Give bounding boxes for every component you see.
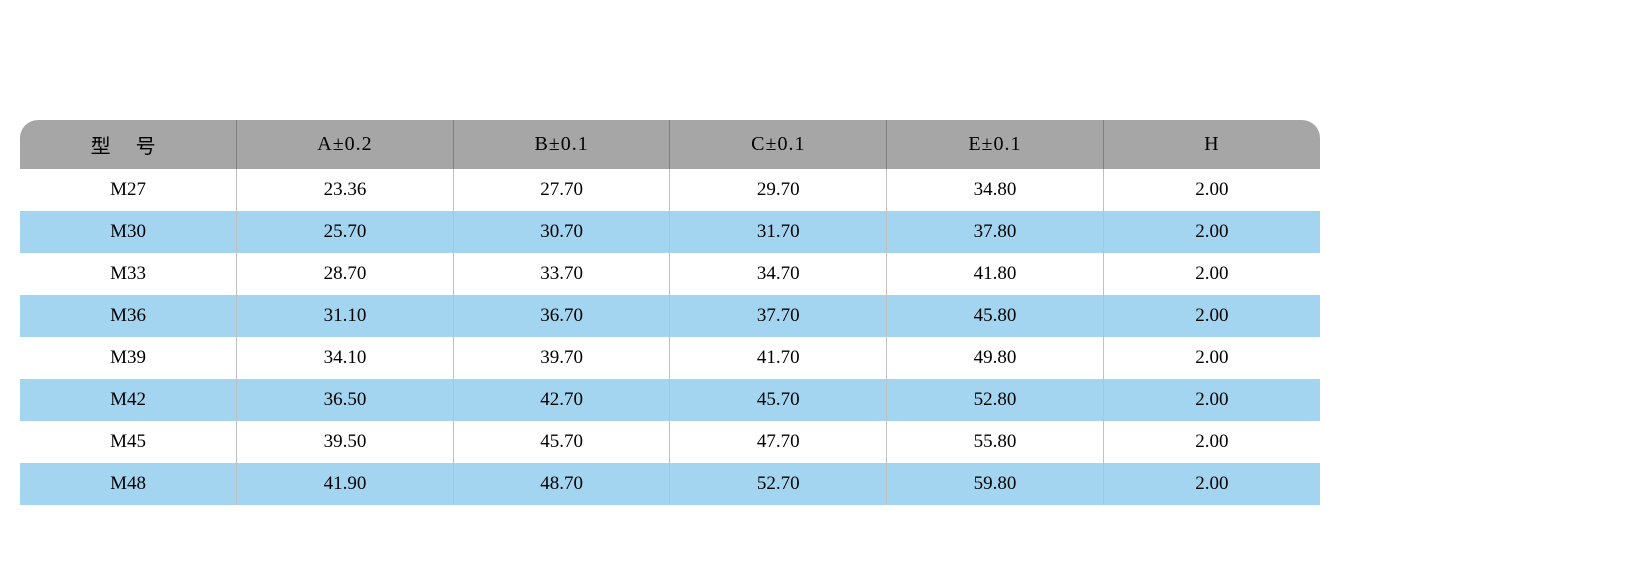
- cell-a: 41.90: [237, 463, 454, 505]
- cell-b: 48.70: [453, 463, 670, 505]
- cell-a: 34.10: [237, 337, 454, 379]
- col-c: C±0.1: [670, 120, 887, 169]
- cell-model: M48: [20, 463, 237, 505]
- cell-a: 28.70: [237, 253, 454, 295]
- cell-model: M42: [20, 379, 237, 421]
- table-row: M30 25.70 30.70 31.70 37.80 2.00: [20, 211, 1320, 253]
- cell-b: 39.70: [453, 337, 670, 379]
- cell-model: M36: [20, 295, 237, 337]
- cell-h: 2.00: [1103, 295, 1320, 337]
- table-row: M45 39.50 45.70 47.70 55.80 2.00: [20, 421, 1320, 463]
- col-e: E±0.1: [887, 120, 1104, 169]
- cell-h: 2.00: [1103, 169, 1320, 211]
- cell-e: 55.80: [887, 421, 1104, 463]
- cell-model: M27: [20, 169, 237, 211]
- cell-h: 2.00: [1103, 337, 1320, 379]
- cell-a: 23.36: [237, 169, 454, 211]
- col-h: H: [1103, 120, 1320, 169]
- cell-c: 52.70: [670, 463, 887, 505]
- cell-c: 37.70: [670, 295, 887, 337]
- cell-a: 31.10: [237, 295, 454, 337]
- col-b: B±0.1: [453, 120, 670, 169]
- table-header-row: 型 号 A±0.2 B±0.1 C±0.1 E±0.1 H: [20, 120, 1320, 169]
- cell-h: 2.00: [1103, 421, 1320, 463]
- cell-c: 29.70: [670, 169, 887, 211]
- table-row: M36 31.10 36.70 37.70 45.80 2.00: [20, 295, 1320, 337]
- cell-a: 36.50: [237, 379, 454, 421]
- cell-model: M33: [20, 253, 237, 295]
- cell-b: 27.70: [453, 169, 670, 211]
- cell-b: 33.70: [453, 253, 670, 295]
- cell-a: 39.50: [237, 421, 454, 463]
- cell-h: 2.00: [1103, 379, 1320, 421]
- cell-e: 52.80: [887, 379, 1104, 421]
- table-row: M42 36.50 42.70 45.70 52.80 2.00: [20, 379, 1320, 421]
- spec-table: 型 号 A±0.2 B±0.1 C±0.1 E±0.1 H M27 23.36 …: [20, 120, 1320, 505]
- col-model: 型 号: [20, 120, 237, 169]
- table-row: M33 28.70 33.70 34.70 41.80 2.00: [20, 253, 1320, 295]
- col-a: A±0.2: [237, 120, 454, 169]
- cell-e: 34.80: [887, 169, 1104, 211]
- cell-c: 41.70: [670, 337, 887, 379]
- table-row: M27 23.36 27.70 29.70 34.80 2.00: [20, 169, 1320, 211]
- cell-b: 45.70: [453, 421, 670, 463]
- cell-b: 36.70: [453, 295, 670, 337]
- table-row: M48 41.90 48.70 52.70 59.80 2.00: [20, 463, 1320, 505]
- cell-model: M30: [20, 211, 237, 253]
- table-body: M27 23.36 27.70 29.70 34.80 2.00 M30 25.…: [20, 169, 1320, 505]
- cell-c: 31.70: [670, 211, 887, 253]
- cell-b: 30.70: [453, 211, 670, 253]
- cell-h: 2.00: [1103, 211, 1320, 253]
- cell-e: 45.80: [887, 295, 1104, 337]
- cell-c: 45.70: [670, 379, 887, 421]
- spec-table-container: 型 号 A±0.2 B±0.1 C±0.1 E±0.1 H M27 23.36 …: [20, 120, 1320, 505]
- cell-c: 34.70: [670, 253, 887, 295]
- table-header: 型 号 A±0.2 B±0.1 C±0.1 E±0.1 H: [20, 120, 1320, 169]
- cell-e: 37.80: [887, 211, 1104, 253]
- cell-model: M39: [20, 337, 237, 379]
- cell-h: 2.00: [1103, 463, 1320, 505]
- cell-e: 41.80: [887, 253, 1104, 295]
- table-row: M39 34.10 39.70 41.70 49.80 2.00: [20, 337, 1320, 379]
- cell-h: 2.00: [1103, 253, 1320, 295]
- cell-a: 25.70: [237, 211, 454, 253]
- cell-b: 42.70: [453, 379, 670, 421]
- cell-e: 59.80: [887, 463, 1104, 505]
- cell-e: 49.80: [887, 337, 1104, 379]
- cell-model: M45: [20, 421, 237, 463]
- cell-c: 47.70: [670, 421, 887, 463]
